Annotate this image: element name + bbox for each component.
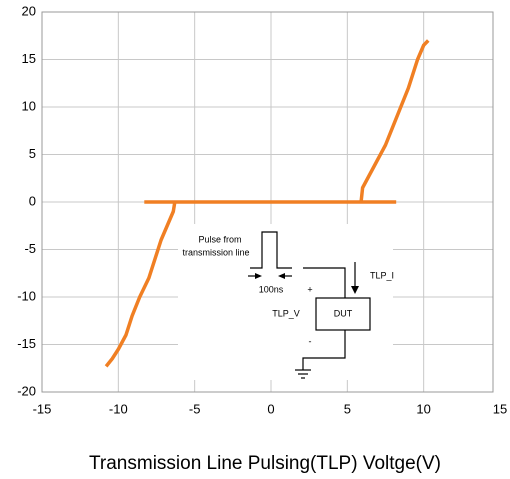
iv-curve	[104, 39, 430, 368]
y-tick-label: 20	[22, 3, 36, 18]
y-tick-label: -20	[17, 383, 36, 398]
y-tick-label: -10	[17, 288, 36, 303]
x-axis-label: Transmission Line Pulsing(TLP) Voltge(V)	[89, 453, 441, 474]
y-tick-label: 5	[29, 146, 36, 161]
y-tick-label: -15	[17, 336, 36, 351]
annotation: 100ns	[259, 284, 284, 294]
y-tick-label: -5	[24, 241, 36, 256]
annotation: Pulse from	[198, 234, 241, 244]
annotation: +	[307, 284, 312, 294]
x-tick-label: -5	[189, 401, 201, 416]
annotation: TLP_V	[272, 308, 300, 318]
annotation: TLP_I	[370, 270, 394, 280]
x-tick-label: -10	[109, 401, 128, 416]
x-tick-label: 15	[493, 401, 507, 416]
annotation: transmission line	[182, 247, 249, 257]
y-tick-label: 0	[29, 193, 36, 208]
y-tick-label: 10	[22, 98, 36, 113]
x-tick-label: 10	[416, 401, 430, 416]
x-tick-label: -15	[33, 401, 52, 416]
y-tick-label: 15	[22, 51, 36, 66]
plot-frame	[41, 11, 494, 393]
annotation: DUT	[334, 308, 353, 318]
x-tick-label: 0	[267, 401, 274, 416]
circuit-diagram: Pulse from transmission line 100ns TLP_I…	[178, 224, 394, 380]
x-tick-label: 5	[344, 401, 351, 416]
annotation: -	[309, 336, 312, 346]
